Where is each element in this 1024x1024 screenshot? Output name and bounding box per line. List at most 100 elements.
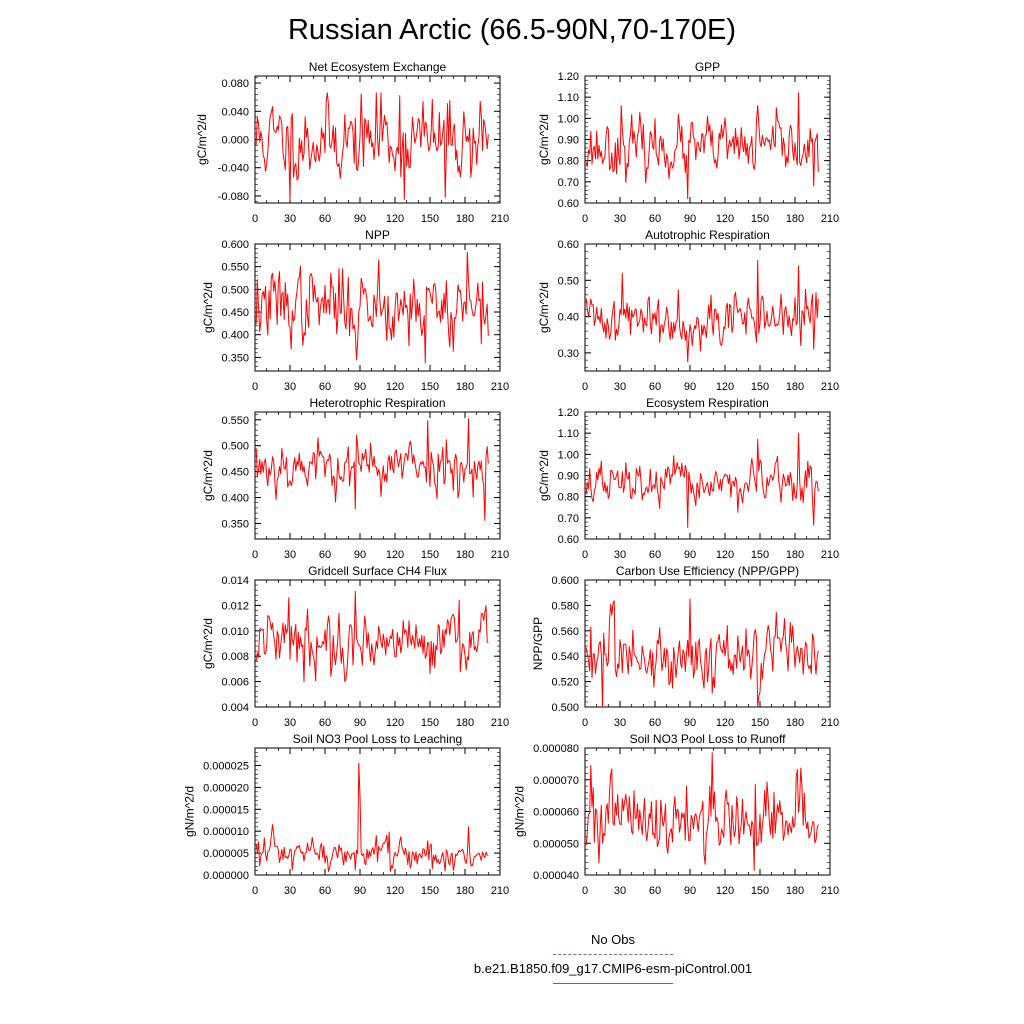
plot-frame (584, 75, 831, 204)
x-tick-label: 0 (582, 717, 588, 729)
x-tick-label: 150 (421, 381, 439, 393)
x-tick-label: 0 (582, 213, 588, 225)
panel-title: Autotrophic Respiration (645, 228, 770, 242)
y-axis-label: gC/m^2/d (537, 450, 551, 501)
x-tick-label: 0 (252, 717, 258, 729)
x-tick-label: 0 (252, 885, 258, 897)
panel-title: Net Ecosystem Exchange (309, 60, 447, 74)
y-axis-label: gC/m^2/d (201, 618, 215, 669)
series-line (585, 92, 819, 200)
y-axis-label: gC/m^2/d (201, 450, 215, 501)
x-tick-label: 120 (716, 717, 734, 729)
y-tick-label: 0.520 (551, 677, 579, 689)
y-tick-label: 0.006 (221, 677, 249, 689)
panel-title: Soil NO3 Pool Loss to Leaching (293, 732, 462, 746)
y-tick-label: 0.000060 (533, 807, 579, 819)
y-axis-label: gC/m^2/d (201, 282, 215, 333)
y-tick-label: 0.50 (558, 275, 579, 287)
x-tick-label: 30 (284, 549, 296, 561)
y-tick-label: -0.040 (218, 163, 249, 175)
y-tick-label: 0.70 (558, 513, 579, 525)
x-tick-label: 90 (354, 885, 366, 897)
x-tick-label: 30 (284, 717, 296, 729)
y-tick-label: 0.004 (221, 702, 249, 714)
x-tick-label: 60 (649, 549, 661, 561)
x-tick-label: 150 (751, 717, 769, 729)
y-axis-label: gC/m^2/d (537, 282, 551, 333)
x-tick-label: 60 (649, 213, 661, 225)
y-tick-label: 0.80 (558, 156, 579, 168)
x-tick-label: 180 (786, 381, 804, 393)
plot-frame (254, 411, 501, 540)
x-tick-label: 180 (456, 381, 474, 393)
x-tick-label: 30 (284, 381, 296, 393)
x-tick-label: 180 (456, 717, 474, 729)
plot-frame (584, 243, 831, 372)
x-tick-label: 30 (284, 213, 296, 225)
panel-title: Soil NO3 Pool Loss to Runoff (630, 732, 787, 746)
chart-panel-4: 0 30 60 90 120 150 180 210 0.60 0.50 0.40 0.30 Autot… (537, 228, 839, 393)
x-tick-label: 120 (386, 717, 404, 729)
legend-case-line (553, 983, 673, 984)
series-line (585, 752, 819, 871)
y-tick-label: 0.000 (221, 135, 249, 147)
y-tick-label: 0.540 (551, 651, 579, 663)
y-tick-label: 0.90 (558, 135, 579, 147)
x-tick-label: 120 (716, 885, 734, 897)
x-tick-label: 0 (252, 381, 258, 393)
x-tick-label: 150 (421, 549, 439, 561)
x-tick-label: 120 (386, 213, 404, 225)
series-line (255, 762, 489, 872)
x-tick-label: 180 (786, 213, 804, 225)
x-tick-label: 150 (421, 885, 439, 897)
x-tick-label: 150 (421, 213, 439, 225)
x-tick-label: 120 (386, 885, 404, 897)
chart-panel-5: 0 30 60 90 120 150 180 210 0.550 0.500 0.450 0.400 0… (201, 396, 509, 561)
x-tick-label: 60 (319, 549, 331, 561)
x-tick-label: 60 (319, 381, 331, 393)
y-tick-label: -0.080 (218, 191, 249, 203)
series-line (255, 92, 489, 201)
x-tick-label: 0 (582, 885, 588, 897)
x-tick-label: 150 (751, 885, 769, 897)
y-tick-label: 0.080 (221, 78, 249, 90)
y-axis-label: gC/m^2/d (195, 114, 209, 165)
x-tick-label: 90 (354, 549, 366, 561)
y-tick-label: 0.40 (558, 312, 579, 324)
x-tick-label: 210 (491, 885, 509, 897)
x-tick-label: 210 (821, 213, 839, 225)
y-tick-label: 0.450 (221, 467, 249, 479)
x-tick-label: 0 (582, 381, 588, 393)
y-tick-label: 1.10 (558, 92, 579, 104)
x-tick-label: 210 (491, 717, 509, 729)
y-tick-label: 0.040 (221, 106, 249, 118)
y-tick-label: 0.400 (221, 493, 249, 505)
y-tick-label: 0.000070 (533, 775, 579, 787)
y-tick-label: 1.20 (558, 407, 579, 419)
x-tick-label: 0 (252, 213, 258, 225)
x-tick-label: 90 (684, 381, 696, 393)
y-tick-label: 0.014 (221, 575, 249, 587)
plot-frame (584, 579, 831, 708)
y-tick-label: 0.000025 (203, 761, 249, 773)
panel-title: Gridcell Surface CH4 Flux (308, 564, 447, 578)
y-tick-label: 0.000080 (533, 743, 579, 755)
x-tick-label: 30 (614, 549, 626, 561)
x-tick-label: 90 (684, 717, 696, 729)
x-tick-label: 150 (751, 549, 769, 561)
chart-panel-2: 0 30 60 90 120 150 180 210 1.20 1.10 1.00 0.90 0.80 0… (537, 60, 839, 225)
y-tick-label: 0.000015 (203, 804, 249, 816)
y-tick-label: 0.000040 (533, 870, 579, 882)
series-line (585, 598, 819, 708)
x-tick-label: 30 (614, 381, 626, 393)
series-line (585, 432, 819, 528)
y-tick-label: 0.450 (221, 307, 249, 319)
y-tick-label: 0.000000 (203, 870, 249, 882)
y-tick-label: 0.350 (221, 518, 249, 530)
y-tick-label: 0.400 (221, 330, 249, 342)
y-tick-label: 0.60 (558, 239, 579, 251)
x-tick-label: 60 (319, 885, 331, 897)
y-tick-label: 0.012 (221, 600, 249, 612)
x-tick-label: 120 (716, 213, 734, 225)
x-tick-label: 180 (786, 885, 804, 897)
